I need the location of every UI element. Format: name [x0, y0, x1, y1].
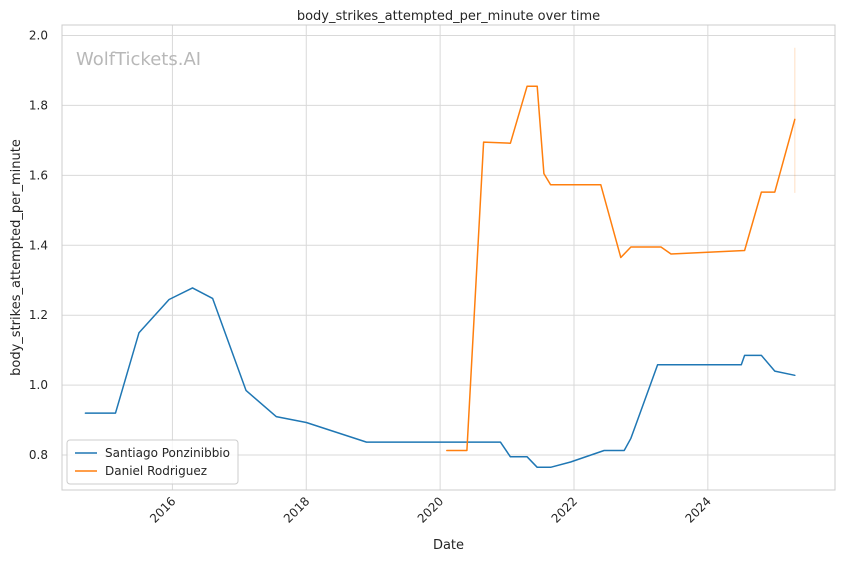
data-point-santiago-ponzinibbio	[657, 364, 659, 366]
data-point-santiago-ponzinibbio	[500, 441, 502, 443]
data-point-daniel-rodriguez	[761, 191, 763, 193]
y-tick-label: 2.0	[29, 28, 48, 42]
data-point-santiago-ponzinibbio	[305, 422, 307, 424]
data-point-santiago-ponzinibbio	[212, 298, 214, 300]
data-point-santiago-ponzinibbio	[603, 450, 605, 452]
data-point-daniel-rodriguez	[774, 191, 776, 193]
y-tick-label: 1.8	[29, 98, 48, 112]
data-point-daniel-rodriguez	[550, 184, 552, 186]
data-point-santiago-ponzinibbio	[245, 390, 247, 392]
data-point-daniel-rodriguez	[660, 246, 662, 248]
plot-frame	[61, 24, 836, 491]
data-point-santiago-ponzinibbio	[744, 355, 746, 357]
watermark: WolfTickets.AI	[76, 49, 201, 70]
data-point-daniel-rodriguez	[670, 253, 672, 255]
series-line-santiago-ponzinibbio	[84, 287, 796, 469]
chart-title: body_strikes_attempted_per_minute over t…	[297, 9, 600, 24]
plot-area	[62, 25, 835, 490]
data-point-santiago-ponzinibbio	[526, 456, 528, 458]
grid	[62, 25, 835, 490]
series-layer	[84, 85, 796, 469]
data-point-santiago-ponzinibbio	[741, 364, 743, 366]
data-point-daniel-rodriguez	[466, 450, 468, 452]
legend-label-daniel-rodriguez: Daniel Rodriguez	[105, 464, 207, 478]
data-point-santiago-ponzinibbio	[115, 412, 117, 414]
y-axis-label: body_strikes_attempted_per_minute	[9, 139, 24, 376]
data-point-daniel-rodriguez	[446, 450, 448, 452]
data-point-santiago-ponzinibbio	[570, 461, 572, 463]
y-axis-ticks: 0.8 1.0 1.2 1.4 1.6 1.8 2.0	[29, 28, 48, 462]
data-point-santiago-ponzinibbio	[366, 441, 368, 443]
y-tick-label: 0.8	[29, 448, 48, 462]
legend-box	[66, 439, 239, 485]
data-point-daniel-rodriguez	[510, 142, 512, 144]
data-point-santiago-ponzinibbio	[275, 416, 277, 418]
legend-label-santiago-ponzinibbio: Santiago Ponzinibbio	[105, 446, 230, 460]
data-point-santiago-ponzinibbio	[536, 466, 538, 468]
data-point-daniel-rodriguez	[744, 250, 746, 252]
data-point-daniel-rodriguez	[543, 173, 545, 175]
data-point-santiago-ponzinibbio	[761, 355, 763, 357]
data-point-daniel-rodriguez	[483, 141, 485, 143]
data-point-daniel-rodriguez	[630, 246, 632, 248]
data-point-santiago-ponzinibbio	[453, 441, 455, 443]
data-point-daniel-rodriguez	[600, 184, 602, 186]
data-point-santiago-ponzinibbio	[168, 299, 170, 301]
data-point-santiago-ponzinibbio	[630, 437, 632, 439]
data-point-daniel-rodriguez	[526, 85, 528, 87]
data-point-santiago-ponzinibbio	[510, 456, 512, 458]
x-axis-label: Date	[433, 538, 464, 553]
y-tick-label: 1.2	[29, 308, 48, 322]
data-point-santiago-ponzinibbio	[774, 370, 776, 372]
series-line-daniel-rodriguez	[446, 85, 796, 452]
data-point-santiago-ponzinibbio	[138, 332, 140, 334]
data-point-santiago-ponzinibbio	[623, 450, 625, 452]
data-point-santiago-ponzinibbio	[406, 441, 408, 443]
data-point-daniel-rodriguez	[620, 257, 622, 259]
data-point-daniel-rodriguez	[536, 85, 538, 87]
y-tick-label: 1.4	[29, 238, 48, 252]
data-point-santiago-ponzinibbio	[550, 466, 552, 468]
data-point-santiago-ponzinibbio	[85, 412, 87, 414]
data-point-daniel-rodriguez	[794, 119, 796, 121]
data-point-santiago-ponzinibbio	[192, 287, 194, 289]
data-point-santiago-ponzinibbio	[680, 364, 682, 366]
legend: Santiago Ponzinibbio Daniel Rodriguez	[66, 439, 239, 485]
y-tick-label: 1.0	[29, 378, 48, 392]
data-point-santiago-ponzinibbio	[794, 375, 796, 377]
y-tick-label: 1.6	[29, 168, 48, 182]
